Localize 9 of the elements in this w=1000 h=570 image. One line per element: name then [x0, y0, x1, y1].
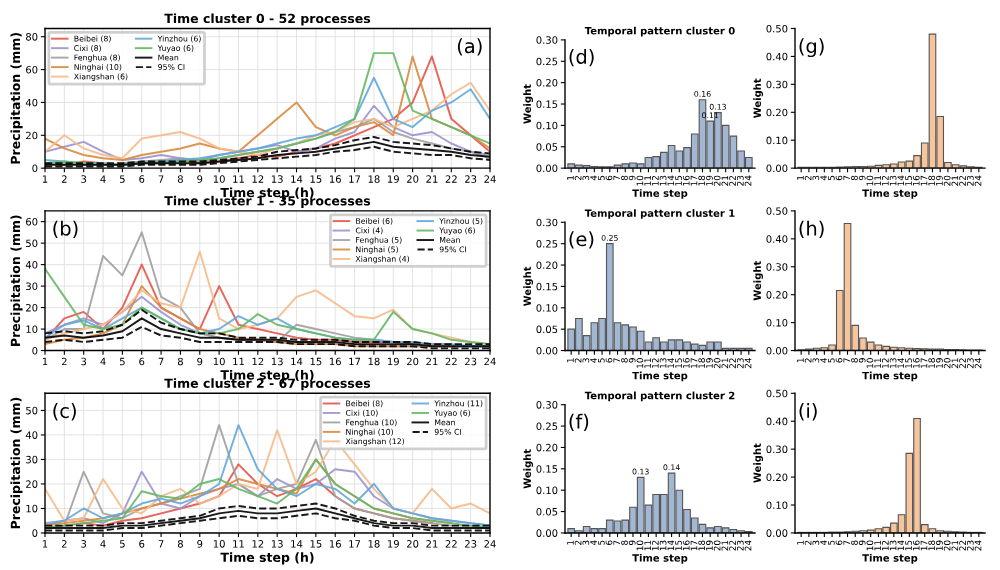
annotation: (b) [53, 220, 78, 239]
annotation: (g) [799, 38, 824, 58]
annotation: (a) [457, 38, 482, 56]
annotation: (i) [799, 403, 817, 421]
annotation: (f) [569, 413, 589, 432]
annotation: (c) [53, 403, 76, 421]
annotation: (h) [799, 220, 824, 239]
annotation: (d) [569, 48, 594, 67]
annotation: (e) [569, 231, 594, 249]
